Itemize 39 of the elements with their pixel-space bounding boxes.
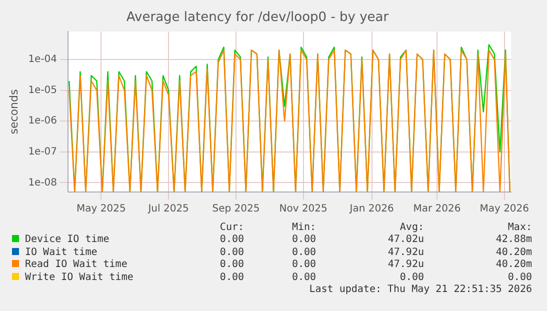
legend-label: IO Wait time bbox=[24, 246, 98, 258]
text: 0.00 bbox=[290, 246, 316, 258]
text: 47.92u bbox=[386, 246, 424, 258]
x-tick-label: Sep 2025 bbox=[212, 204, 260, 215]
text: Cur: bbox=[218, 221, 244, 234]
text: 40.20m bbox=[494, 246, 532, 258]
y-axis-title: seconds bbox=[7, 89, 20, 134]
x-tick-label: Nov 2025 bbox=[279, 204, 328, 215]
x-tick-label: Jan 2026 bbox=[348, 204, 394, 215]
chart-title: Average latency for /dev/loop0 - by year bbox=[126, 10, 390, 26]
legend-label: Device IO time bbox=[24, 234, 110, 246]
y-tick-label: 1e-08 bbox=[28, 177, 58, 188]
y-tick-label: 1e-06 bbox=[28, 116, 58, 127]
text: 47.02u bbox=[386, 234, 424, 246]
text: 0.00 bbox=[506, 271, 532, 284]
text: 0.00 bbox=[218, 234, 244, 246]
y-tick-label: 1e-07 bbox=[28, 146, 58, 158]
legend-label: Read IO Wait time bbox=[24, 258, 128, 271]
text: Min: bbox=[290, 221, 316, 234]
y-tick-label: 1e-05 bbox=[28, 84, 58, 96]
x-tick-label: Jul 2025 bbox=[147, 204, 189, 215]
text: 0.00 bbox=[218, 271, 244, 284]
x-tick-label: May 2025 bbox=[76, 204, 126, 215]
text: 42.88m bbox=[494, 234, 532, 246]
text: 47.92u bbox=[386, 258, 424, 271]
text: 0.00 bbox=[218, 258, 244, 271]
text: 0.00 bbox=[290, 271, 316, 284]
y-tick-label: 1e-04 bbox=[28, 54, 58, 66]
x-tick-label: May 2026 bbox=[480, 204, 530, 215]
text: 0.00 bbox=[218, 246, 244, 258]
text: 0.00 bbox=[290, 258, 316, 271]
x-tick-label: Mar 2026 bbox=[413, 204, 461, 215]
text: 40.20m bbox=[494, 258, 532, 271]
text: Max: bbox=[506, 221, 532, 234]
text: Avg: bbox=[398, 221, 424, 234]
text: Last update: Thu May 21 22:51:35 2026 bbox=[308, 284, 532, 296]
text: 0.00 bbox=[398, 271, 424, 284]
legend-label: Write IO Wait time bbox=[24, 271, 134, 284]
text: 0.00 bbox=[290, 234, 316, 246]
